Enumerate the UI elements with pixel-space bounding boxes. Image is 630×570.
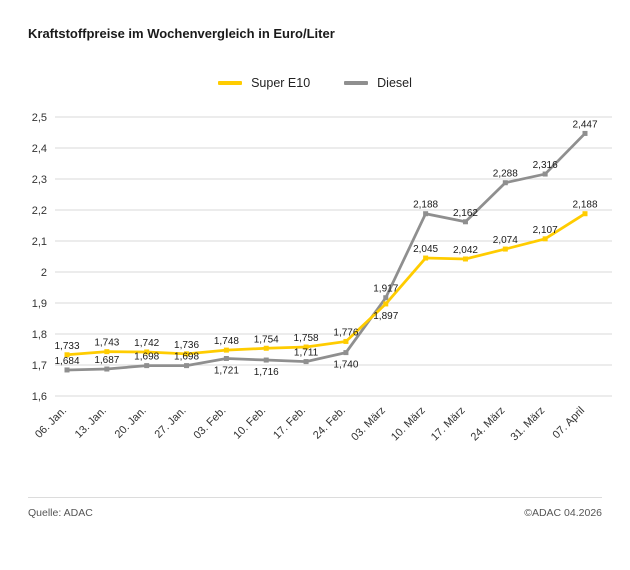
svg-text:1,740: 1,740 bbox=[333, 360, 358, 371]
svg-text:10. März: 10. März bbox=[389, 405, 428, 444]
svg-text:2,5: 2,5 bbox=[32, 112, 47, 124]
svg-text:1,9: 1,9 bbox=[32, 298, 47, 310]
source-text: Quelle: ADAC bbox=[28, 507, 93, 519]
svg-text:2,2: 2,2 bbox=[32, 205, 47, 217]
svg-text:1,698: 1,698 bbox=[174, 352, 199, 363]
svg-text:1,776: 1,776 bbox=[333, 327, 358, 338]
legend-item-diesel: Diesel bbox=[344, 76, 412, 90]
svg-text:1,897: 1,897 bbox=[373, 311, 398, 322]
svg-text:1,733: 1,733 bbox=[54, 341, 79, 352]
svg-text:03. März: 03. März bbox=[349, 405, 388, 444]
svg-text:24. März: 24. März bbox=[469, 405, 508, 444]
diesel-line-swatch bbox=[344, 81, 369, 85]
svg-text:1,711: 1,711 bbox=[294, 348, 319, 359]
legend-item-super-e10: Super E10 bbox=[218, 76, 310, 90]
svg-text:2,074: 2,074 bbox=[493, 235, 518, 246]
svg-text:1,736: 1,736 bbox=[174, 340, 199, 351]
svg-text:2,316: 2,316 bbox=[533, 160, 558, 171]
svg-text:2: 2 bbox=[41, 267, 47, 279]
svg-text:1,742: 1,742 bbox=[134, 338, 159, 349]
svg-text:2,447: 2,447 bbox=[572, 119, 597, 130]
chart-title: Kraftstoffpreise im Wochenvergleich in E… bbox=[28, 26, 335, 41]
svg-text:2,045: 2,045 bbox=[413, 244, 438, 255]
svg-text:1,8: 1,8 bbox=[32, 329, 47, 341]
svg-text:2,3: 2,3 bbox=[32, 174, 47, 186]
chart-footer: Quelle: ADAC ©ADAC 04.2026 bbox=[28, 497, 602, 519]
svg-text:31. März: 31. März bbox=[509, 405, 548, 444]
super-e10-line-swatch bbox=[218, 81, 243, 85]
svg-text:1,917: 1,917 bbox=[373, 284, 398, 295]
svg-text:2,1: 2,1 bbox=[32, 236, 47, 248]
svg-text:1,743: 1,743 bbox=[94, 338, 119, 349]
svg-text:1,716: 1,716 bbox=[254, 367, 279, 378]
svg-text:2,188: 2,188 bbox=[413, 200, 438, 211]
svg-text:2,288: 2,288 bbox=[493, 169, 518, 180]
svg-text:24. Feb.: 24. Feb. bbox=[311, 405, 348, 442]
svg-text:10. Feb.: 10. Feb. bbox=[231, 405, 268, 442]
svg-text:1,684: 1,684 bbox=[54, 356, 79, 367]
svg-text:2,188: 2,188 bbox=[572, 200, 597, 211]
legend-label-super-e10: Super E10 bbox=[251, 76, 311, 90]
svg-text:20. Jan.: 20. Jan. bbox=[113, 405, 149, 441]
svg-text:2,042: 2,042 bbox=[453, 245, 478, 256]
svg-text:2,4: 2,4 bbox=[32, 143, 47, 155]
svg-text:17. März: 17. März bbox=[429, 405, 468, 444]
svg-text:2,162: 2,162 bbox=[453, 208, 478, 219]
chart-legend: Super E10 Diesel bbox=[0, 76, 630, 90]
svg-text:1,698: 1,698 bbox=[134, 352, 159, 363]
svg-text:06. Jan.: 06. Jan. bbox=[33, 405, 69, 441]
copyright-text: ©ADAC 04.2026 bbox=[524, 507, 602, 519]
legend-label-diesel: Diesel bbox=[377, 76, 412, 90]
svg-text:1,687: 1,687 bbox=[94, 355, 119, 366]
svg-text:17. Feb.: 17. Feb. bbox=[271, 405, 308, 442]
svg-text:1,721: 1,721 bbox=[214, 365, 239, 376]
price-line-chart: 1,6 1,7 1,8 1,9 2 2,1 2,2 2,3 2,4 2,5 06. Jan. 13. … bbox=[32, 112, 612, 444]
svg-text:1,7: 1,7 bbox=[32, 360, 47, 372]
svg-text:1,748: 1,748 bbox=[214, 336, 239, 347]
svg-text:07. April: 07. April bbox=[551, 405, 588, 442]
svg-text:1,6: 1,6 bbox=[32, 391, 47, 403]
svg-text:27. Jan.: 27. Jan. bbox=[152, 405, 188, 441]
svg-text:1,758: 1,758 bbox=[294, 333, 319, 344]
svg-text:03. Feb.: 03. Feb. bbox=[191, 405, 228, 442]
svg-text:2,107: 2,107 bbox=[533, 225, 558, 236]
svg-text:13. Jan.: 13. Jan. bbox=[73, 405, 109, 441]
svg-text:1,754: 1,754 bbox=[254, 334, 279, 345]
